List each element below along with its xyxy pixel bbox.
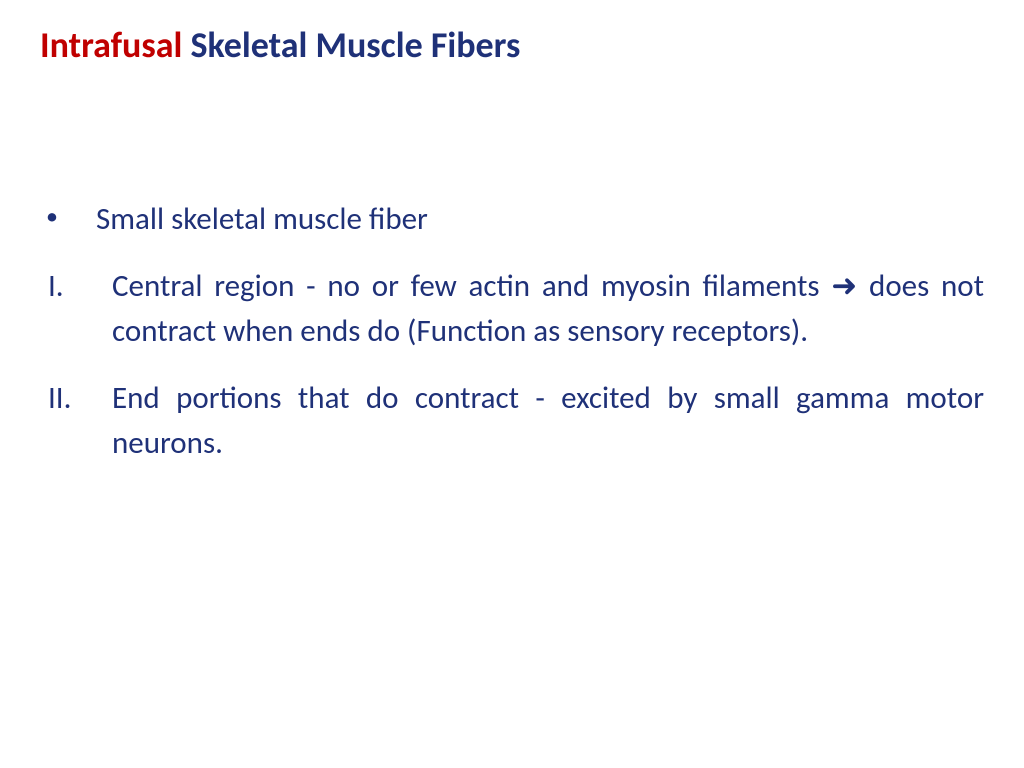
bullet-marker-dot: • [40, 197, 96, 237]
numbered-item-1: I. Central region - no or few actin and … [40, 264, 984, 354]
numbered-text: Central region - no or few actin and myo… [112, 264, 984, 354]
bullet-item: • Small skeletal muscle fiber [40, 197, 984, 242]
slide-body: • Small skeletal muscle fiber I. Central… [40, 197, 984, 466]
roman-marker: I. [40, 264, 112, 309]
slide: Intrafusal Skeletal Muscle Fibers • Smal… [0, 0, 1024, 768]
slide-title: Intrafusal Skeletal Muscle Fibers [40, 24, 984, 67]
title-accent-word: Intrafusal [40, 23, 182, 67]
numbered-text: End portions that do contract - excited … [112, 376, 984, 466]
roman-marker: II. [40, 376, 112, 421]
numbered-item-2: II. End portions that do contract - exci… [40, 376, 984, 466]
title-main-text: Skeletal Muscle Fibers [182, 23, 520, 67]
bullet-text: Small skeletal muscle fiber [96, 197, 984, 242]
